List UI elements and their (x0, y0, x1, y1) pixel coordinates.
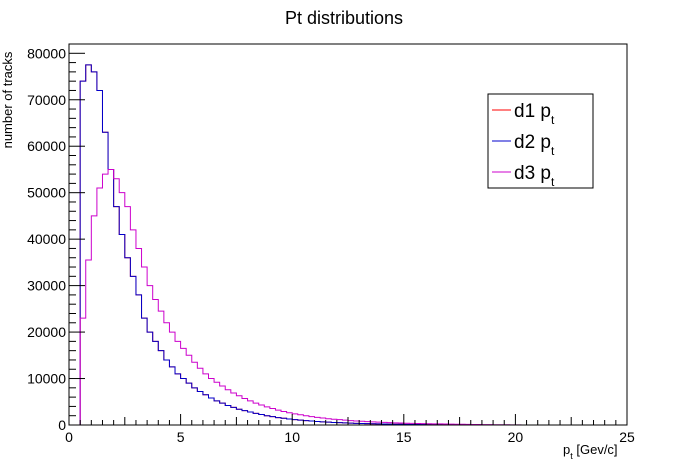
y-tick-label: 10000 (27, 371, 66, 387)
legend-label-d2-subscript: t (551, 144, 555, 158)
series-line-d2-pt (69, 64, 627, 426)
x-axis-title: pt [Gev/c] (563, 442, 618, 461)
y-tick-label: 0 (58, 417, 66, 433)
y-axis-title: number of tracks (0, 51, 15, 148)
series-layer (69, 64, 627, 426)
x-axis-title-rest: [Gev/c] (573, 442, 618, 457)
legend-label-d1: d1 pt (514, 101, 555, 127)
x-tick-label: 10 (284, 429, 300, 445)
x-tick-label: 5 (177, 429, 185, 445)
legend-label-d2: d2 pt (514, 132, 555, 158)
legend-label-d1-main: d1 p (514, 101, 551, 122)
series-line-d3-pt (69, 168, 627, 426)
y-tick-label: 40000 (27, 231, 66, 247)
y-tick-label: 70000 (27, 92, 66, 108)
y-tick-label: 20000 (27, 324, 66, 340)
x-axis-title-subscript: t (570, 451, 573, 461)
x-tick-label: 15 (396, 429, 412, 445)
x-tick-label: 20 (508, 429, 524, 445)
chart-title: Pt distributions (285, 8, 403, 28)
legend: d1 pt d2 pt d3 pt (487, 93, 594, 189)
legend-label-d2-main: d2 p (514, 132, 551, 153)
legend-label-d3-subscript: t (551, 175, 555, 189)
y-tick-label: 60000 (27, 138, 66, 154)
x-tick-label: 0 (65, 429, 73, 445)
legend-label-d3: d3 pt (514, 163, 555, 189)
legend-label-d3-main: d3 p (514, 163, 551, 184)
legend-label-d1-subscript: t (551, 113, 555, 127)
y-tick-label: 80000 (27, 45, 66, 61)
ticks-layer: 0 5 10 15 20 25 0 10000 20000 30000 40000 50000 6000… (27, 43, 635, 445)
y-tick-label: 30000 (27, 278, 66, 294)
x-axis-title-main: p (563, 442, 570, 457)
x-tick-label: 25 (619, 429, 635, 445)
y-tick-label: 50000 (27, 185, 66, 201)
